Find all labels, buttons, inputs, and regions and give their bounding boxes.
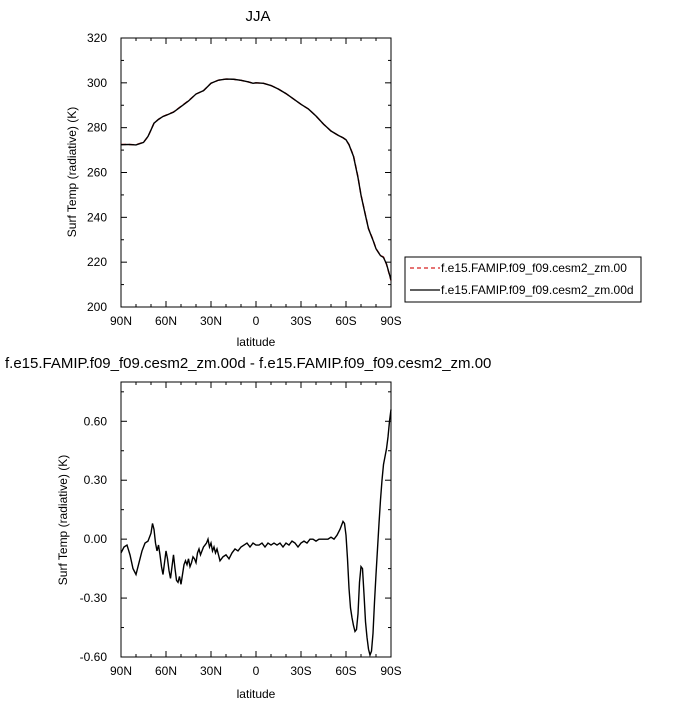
- bottom-chart: f.e15.FAMIP.f09_f09.cesm2_zm.00d - f.e15…: [5, 355, 491, 701]
- top-y-tick-label: 220: [87, 255, 107, 269]
- bottom-x-tick-label: 0: [253, 664, 260, 678]
- top-x-tick-label: 90S: [380, 314, 401, 328]
- top-y-axis-label: Surf Temp (radiative) (K): [65, 107, 79, 237]
- top-chart: JJA 90N 60N 30N 0 30S 60S 90S 200 220 240 260 280 30…: [65, 8, 642, 349]
- top-chart-lines: [120, 78, 392, 281]
- top-series-line-2: [120, 78, 392, 281]
- legend: f.e15.FAMIP.f09_f09.cesm2_zm.00 f.e15.FA…: [404, 256, 642, 303]
- bottom-x-tick-label: 90S: [380, 664, 401, 678]
- legend-label-series-1: f.e15.FAMIP.f09_f09.cesm2_zm.00: [441, 261, 627, 275]
- bottom-x-tick-label: 90N: [110, 664, 132, 678]
- bottom-x-tick-label: 30N: [200, 664, 222, 678]
- top-chart-title: JJA: [245, 8, 270, 25]
- bottom-y-tick-label: 0.60: [84, 414, 108, 428]
- legend-label-series-2: f.e15.FAMIP.f09_f09.cesm2_zm.00d: [441, 283, 634, 297]
- top-x-axis-label: latitude: [237, 335, 276, 349]
- top-x-tick-label: 30N: [200, 314, 222, 328]
- bottom-y-tick-label: 0.30: [84, 473, 108, 487]
- bottom-x-tick-label: 60S: [335, 664, 356, 678]
- bottom-y-tick-label: -0.60: [80, 650, 108, 664]
- top-series-line-1: [121, 78, 392, 281]
- top-y-tick-label: 300: [87, 76, 107, 90]
- bottom-y-axis-label: Surf Temp (radiative) (K): [56, 455, 70, 585]
- bottom-y-tick-label: 0.00: [84, 532, 108, 546]
- bottom-x-tick-label: 60N: [155, 664, 177, 678]
- top-y-tick-label: 200: [87, 300, 107, 314]
- top-y-tick-label: 260: [87, 166, 107, 180]
- top-x-tick-label: 90N: [110, 314, 132, 328]
- bottom-chart-lines: [120, 409, 392, 658]
- top-x-tick-label: 30S: [290, 314, 311, 328]
- top-y-tick-label: 320: [87, 31, 107, 45]
- bottom-chart-title: f.e15.FAMIP.f09_f09.cesm2_zm.00d - f.e15…: [5, 355, 491, 372]
- top-chart-ticks: 90N 60N 30N 0 30S 60S 90S 200 220 240 260 280 300 320: [87, 31, 402, 328]
- top-y-tick-label: 240: [87, 210, 107, 224]
- top-x-tick-label: 60N: [155, 314, 177, 328]
- top-plot-frame: [120, 37, 392, 308]
- top-x-tick-label: 0: [253, 314, 260, 328]
- bottom-chart-ticks: 90N 60N 30N 0 30S 60S 90S -0.60 -0.30 0.00 0.30 0.6…: [80, 382, 402, 678]
- bottom-series-line-1: [120, 409, 392, 658]
- top-y-tick-label: 280: [87, 121, 107, 135]
- bottom-x-tick-label: 30S: [290, 664, 311, 678]
- top-x-tick-label: 60S: [335, 314, 356, 328]
- bottom-plot-frame: [120, 381, 392, 658]
- bottom-y-tick-label: -0.30: [80, 591, 108, 605]
- legend-box: [404, 256, 642, 303]
- bottom-x-axis-label: latitude: [237, 687, 276, 701]
